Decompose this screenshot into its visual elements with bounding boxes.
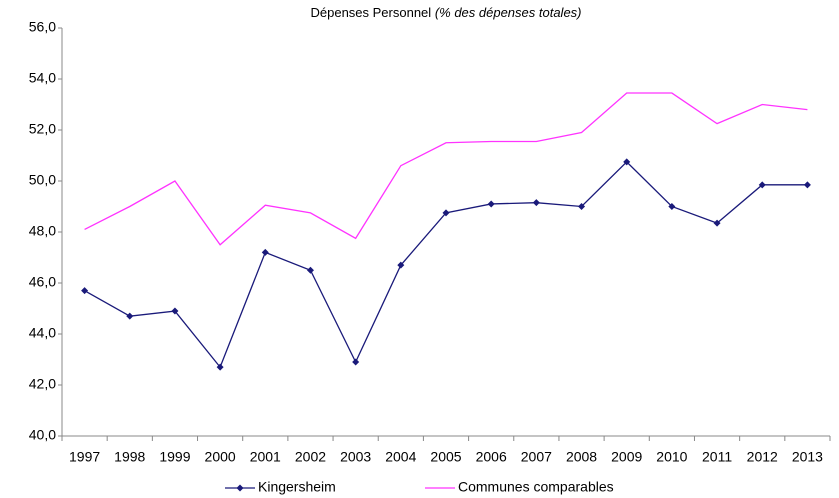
marker [261, 248, 269, 256]
y-tick-label: 54,0 [29, 70, 56, 86]
legend-marker [236, 484, 244, 492]
title: Dépenses Personnel [310, 5, 431, 20]
x-tick-label: 2008 [566, 449, 597, 465]
series-line [84, 160, 808, 369]
chart-title: Dépenses Personnel (% des dépenses total… [310, 5, 581, 20]
y-tick-label: 52,0 [29, 121, 56, 137]
marker [803, 181, 811, 189]
x-tick-label: 2002 [295, 449, 326, 465]
marker [578, 203, 586, 210]
x-tick-label: 2001 [250, 449, 281, 465]
x-tick-label: 2011 [702, 449, 732, 465]
x-tick-label: 2009 [611, 449, 642, 465]
x-tick-label: 1998 [114, 449, 145, 465]
y-tick-label: 48,0 [29, 223, 56, 239]
x-tick-label: 2007 [521, 449, 552, 465]
marker [532, 199, 540, 207]
subtitle: (% des dépenses totales) [435, 5, 582, 20]
x-tick-label: 1997 [69, 449, 100, 465]
x-tick-label: 2006 [476, 449, 507, 465]
y-tick-label: 50,0 [29, 172, 56, 188]
series-line [84, 92, 808, 246]
x-tick-label: 1999 [159, 449, 190, 465]
y-tick-label: 44,0 [29, 325, 56, 341]
x-tick-label: 2000 [205, 449, 236, 465]
marker [442, 209, 450, 217]
marker [171, 307, 179, 315]
marker [352, 358, 360, 366]
y-tick-label: 56,0 [29, 19, 56, 35]
x-tick-label: 2010 [656, 449, 687, 465]
legend-label: Kingersheim [258, 479, 336, 495]
x-tick-label: 2012 [747, 449, 778, 465]
legend-label: Communes comparables [458, 479, 614, 495]
marker [81, 287, 89, 295]
x-tick-label: 2013 [792, 449, 823, 465]
marker [487, 200, 495, 208]
marker [397, 261, 405, 269]
marker [216, 363, 224, 371]
y-tick-label: 46,0 [29, 274, 56, 290]
marker [623, 158, 631, 166]
marker [668, 203, 676, 210]
y-tick-label: 40,0 [29, 427, 56, 443]
x-tick-label: 2003 [340, 449, 371, 465]
y-tick-label: 42,0 [29, 376, 56, 392]
marker [758, 181, 766, 189]
x-tick-label: 2005 [430, 449, 461, 465]
marker [713, 219, 721, 227]
x-tick-label: 2004 [385, 449, 416, 465]
marker [126, 312, 134, 320]
marker [306, 266, 314, 274]
